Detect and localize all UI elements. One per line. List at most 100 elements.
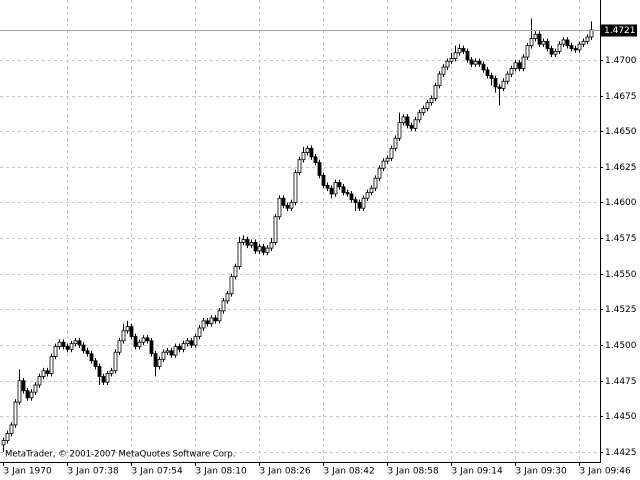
candle-body [401,116,406,124]
candle-body [461,48,466,52]
candle-body [129,326,134,337]
candle-body [553,50,558,55]
candle-body [277,197,282,218]
candle-body [445,60,450,68]
candle-body [201,320,206,329]
candle-body [293,172,298,203]
candle-body [377,167,382,179]
candle-body [381,160,386,169]
candle-body [229,276,234,295]
candle-body [541,40,546,45]
last-price-tag [601,24,637,37]
candle-body [45,370,50,374]
candle-body [569,45,574,49]
candle-body [133,336,138,347]
candle-body [217,310,222,322]
candle-body [85,350,90,355]
candle-body [141,337,146,343]
candle-body [101,376,106,383]
candle-body [205,320,210,325]
candle-body [465,50,470,61]
candle-body [453,52,458,59]
candle-body [405,116,410,126]
candle-body [41,370,46,377]
candle-body [485,69,490,76]
candle-body [325,184,330,189]
y-tick-label: 1.4425 [605,448,637,458]
candle-body [317,162,322,176]
candle-body [93,360,98,367]
candle-body [273,216,278,243]
candle-body [397,122,402,139]
candle-body [121,330,126,342]
candle-body [5,433,10,442]
x-tick-label: 3 Jan 1970 [4,467,52,477]
candle-body [497,86,502,89]
candle-body [181,343,186,350]
candle-body [437,73,442,86]
candle-body [429,97,434,104]
candle-body [341,186,346,193]
candle-body [65,346,70,350]
y-tick-label: 1.4700 [605,56,637,66]
candle-body [137,341,142,347]
candle-body [261,246,266,253]
candle-body [345,192,350,195]
candle-body [157,358,162,367]
candle-body [73,340,78,345]
y-tick-label: 1.4600 [605,198,637,208]
candle-body [33,384,38,393]
candle-body [197,327,202,337]
candle-body [417,112,422,121]
candle-body [237,242,242,268]
copyright: MetaTrader, © 2001-2007 MetaQuotes Softw… [5,450,235,460]
candle-body [517,62,522,69]
candle-body [585,36,590,42]
candle-body [513,62,518,69]
y-tick-label: 1.4550 [605,270,637,280]
x-tick-label: 3 Jan 07:54 [132,467,184,477]
candle-body [221,300,226,312]
candle-body [449,58,454,62]
candle-body [473,60,478,65]
y-tick-label: 1.4650 [605,127,637,137]
candle-body [469,59,474,65]
candle-body [297,159,302,173]
candle-body [53,346,58,357]
candle-body [89,353,94,362]
candle-body [113,351,118,372]
candle-body [161,351,166,360]
candle-body [565,39,570,47]
candle-body [409,125,414,129]
candle-body [281,197,286,206]
candle-body [193,336,198,346]
candle-body [433,85,438,99]
candle-body [577,43,582,51]
candle-body [309,147,314,158]
x-tick-label: 3 Jan 08:58 [388,467,440,477]
candle-body [289,202,294,209]
candle-body [21,380,26,392]
candle-body [1,440,6,446]
candle-body [337,182,342,188]
candle-body [365,192,370,199]
candle-body [265,247,270,253]
candle-body [117,340,122,353]
candle-body [185,340,190,345]
candle-body [37,376,42,386]
candle-body [257,246,262,252]
x-tick-label: 3 Jan 09:46 [580,467,632,477]
x-tick-label: 3 Jan 07:38 [68,467,120,477]
candle-body [269,242,274,249]
x-tick-label: 3 Jan 08:42 [324,467,375,477]
candle-body [329,187,334,195]
candle-body [145,337,150,342]
candle-body [9,424,14,434]
candle-body [177,346,182,350]
candle-body [457,48,462,54]
candle-body [349,193,354,201]
candle-body [425,102,430,109]
y-tick-label: 1.4500 [605,341,637,351]
